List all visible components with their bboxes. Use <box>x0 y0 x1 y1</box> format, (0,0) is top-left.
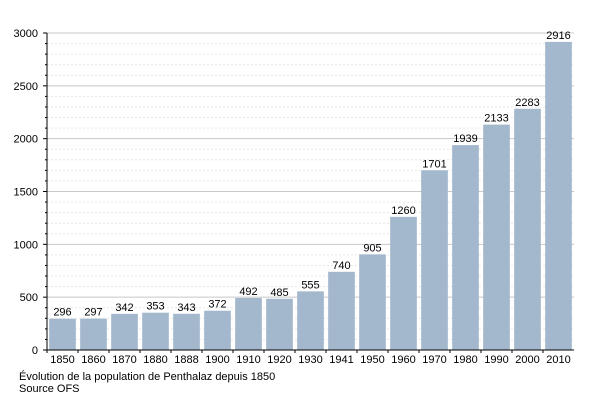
value-label-1850: 296 <box>53 307 71 319</box>
y-tick-label: 500 <box>20 292 38 304</box>
value-label-2010: 2916 <box>546 30 570 42</box>
value-label-1888: 343 <box>177 302 195 314</box>
value-label-2000: 2283 <box>515 97 539 109</box>
x-tick-label: 1970 <box>422 354 446 366</box>
bar-2010 <box>545 41 572 350</box>
bar-1930 <box>297 291 324 350</box>
chart-caption-source: Source OFS <box>19 383 80 395</box>
x-tick-label: 1910 <box>236 354 260 366</box>
value-label-1970: 1701 <box>422 158 446 170</box>
x-tick-label: 1850 <box>50 354 74 366</box>
bar-1900 <box>204 310 231 350</box>
value-label-1990: 2133 <box>484 113 508 125</box>
value-label-1930: 555 <box>301 279 319 291</box>
value-label-1941: 740 <box>332 260 350 272</box>
bar-1850 <box>49 318 76 350</box>
chart-caption-title: Évolution de la population de Penthalaz … <box>19 371 276 383</box>
value-label-1870: 342 <box>115 302 133 314</box>
value-label-1960: 1260 <box>391 205 415 217</box>
x-tick-labels: 1850 1860 1870 1880 1888 1900 1910 1920 1930 1941… <box>46 350 571 366</box>
x-tick-label: 1870 <box>112 354 136 366</box>
bar-1880 <box>142 312 169 350</box>
value-label-1880: 353 <box>146 301 164 313</box>
y-tick-label: 0 <box>32 345 38 357</box>
bar-1920 <box>266 298 293 350</box>
x-tick-label: 1888 <box>174 354 198 366</box>
y-tick-label: 2500 <box>14 81 38 93</box>
x-tick-label: 1941 <box>329 354 353 366</box>
x-tick-label: 1950 <box>360 354 384 366</box>
value-label-1900: 372 <box>208 299 226 311</box>
x-tick-label: 1860 <box>81 354 105 366</box>
x-tick-label: 1900 <box>205 354 229 366</box>
x-tick-label: 1990 <box>484 354 508 366</box>
bar-1980 <box>452 145 479 350</box>
bar-1941 <box>328 271 355 350</box>
value-label-1920: 485 <box>270 287 288 299</box>
value-label-1910: 492 <box>239 286 257 298</box>
x-tick-label: 1960 <box>391 354 415 366</box>
bar-1888 <box>173 313 200 350</box>
bars <box>49 41 572 350</box>
y-tick-label: 1500 <box>14 187 38 199</box>
bar-1870 <box>111 313 138 350</box>
bar-1860 <box>80 318 107 350</box>
x-tick-label: 2000 <box>515 354 539 366</box>
bar-1910 <box>235 298 262 350</box>
y-tick-labels: 0 500 1000 1500 2000 2500 3000 <box>14 28 47 357</box>
x-tick-label: 1980 <box>453 354 477 366</box>
bar-1990 <box>483 124 510 350</box>
x-tick-label: 1880 <box>143 354 167 366</box>
x-tick-label: 1930 <box>298 354 322 366</box>
population-bar-chart: 296 297 342 353 343 372 492 485 555 740 905 1260 170… <box>14 28 574 366</box>
y-tick-label: 2000 <box>14 134 38 146</box>
y-tick-label: 1000 <box>14 239 38 251</box>
bar-1970 <box>421 170 448 350</box>
value-label-1860: 297 <box>84 307 102 319</box>
y-tick-label: 3000 <box>14 28 38 40</box>
value-labels: 296 297 342 353 343 372 492 485 555 740 905 1260 170… <box>53 30 570 319</box>
bar-1960 <box>390 216 417 350</box>
x-tick-label: 1920 <box>267 354 291 366</box>
x-tick-label: 2010 <box>546 354 570 366</box>
bar-1950 <box>359 254 386 350</box>
value-label-1950: 905 <box>363 242 381 254</box>
value-label-1980: 1939 <box>453 133 477 145</box>
bar-2000 <box>514 108 541 350</box>
